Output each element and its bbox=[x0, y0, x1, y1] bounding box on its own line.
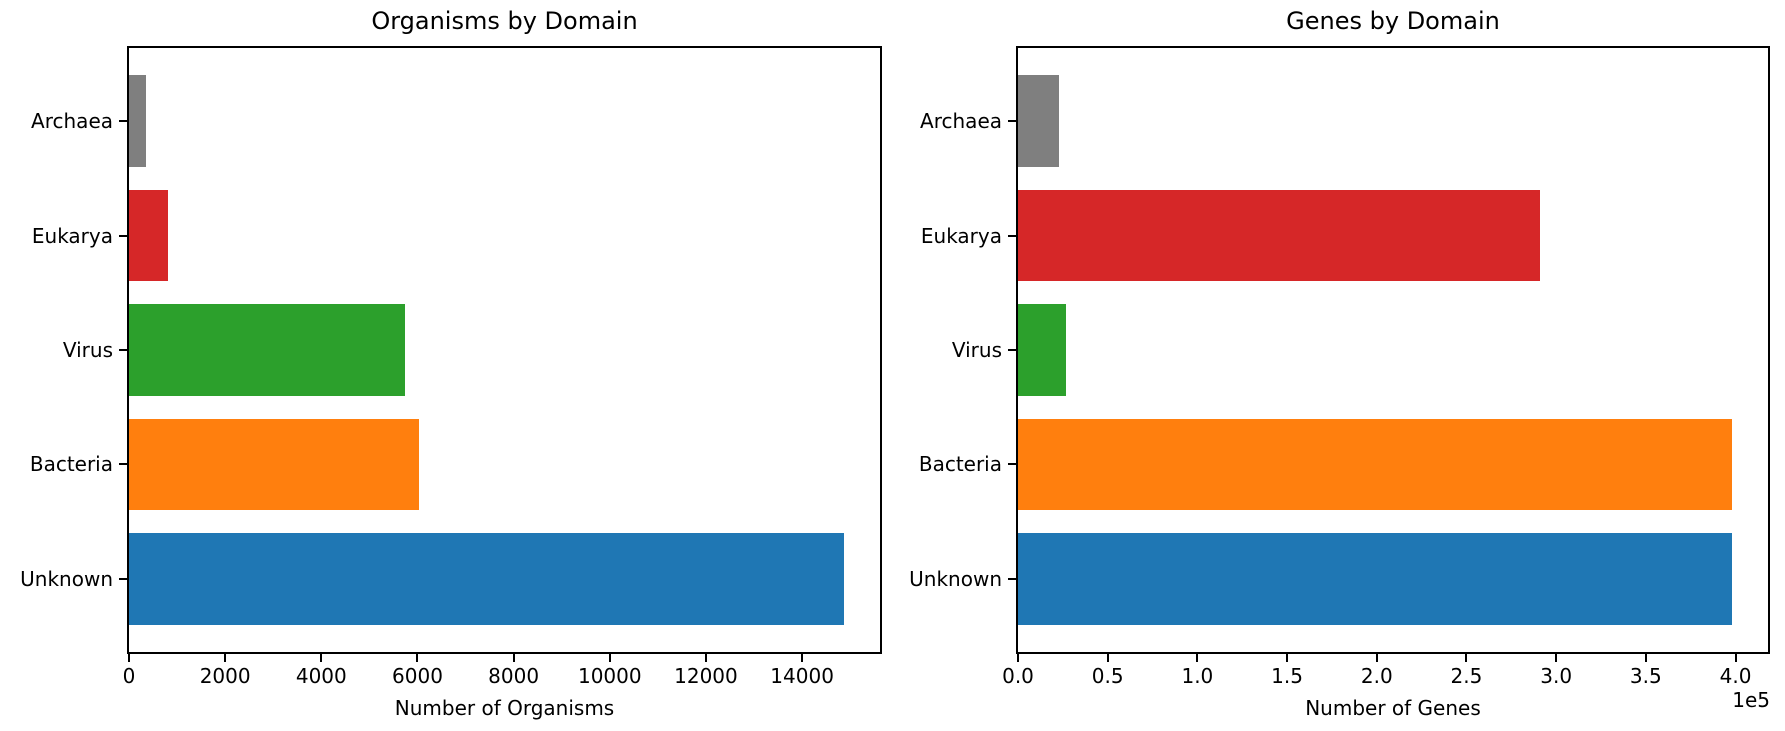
x-tick bbox=[224, 654, 227, 662]
y-tick bbox=[1008, 577, 1016, 580]
y-axis-category-label: Archaea bbox=[31, 109, 113, 134]
x-tick-label: 8000 bbox=[488, 664, 540, 688]
x-tick bbox=[608, 654, 611, 662]
x-tick bbox=[801, 654, 804, 662]
bar-bacteria bbox=[129, 418, 420, 511]
x-tick-label: 3.5 bbox=[1629, 664, 1662, 688]
x-tick-label: 0.5 bbox=[1091, 664, 1124, 688]
bar-archaea bbox=[1018, 75, 1059, 167]
x-tick bbox=[1555, 654, 1558, 662]
x-tick-label: 0.0 bbox=[1002, 664, 1034, 688]
axis-offset-label: 1e5 bbox=[1732, 688, 1770, 712]
x-tick-label: 14000 bbox=[770, 664, 834, 688]
x-tick bbox=[1375, 654, 1378, 662]
y-tick bbox=[1008, 234, 1016, 237]
x-tick-label: 6000 bbox=[392, 664, 443, 688]
x-tick-label: 1.0 bbox=[1181, 664, 1214, 688]
bar-virus bbox=[1018, 304, 1067, 396]
x-tick-label: 3.0 bbox=[1540, 664, 1573, 688]
x-tick bbox=[704, 654, 707, 662]
x-tick bbox=[1644, 654, 1647, 662]
y-axis-category-label: Virus bbox=[62, 338, 113, 362]
x-tick bbox=[128, 654, 130, 662]
x-tick-label: 0 bbox=[122, 664, 136, 688]
x-tick-label: 2.0 bbox=[1360, 664, 1393, 688]
x-tick bbox=[1017, 654, 1019, 662]
y-axis-category-label: Unknown bbox=[20, 566, 113, 591]
bar-unknown bbox=[1018, 533, 1733, 625]
x-tick-label: 1.5 bbox=[1271, 664, 1303, 688]
x-tick-label: 10000 bbox=[577, 664, 642, 688]
chart-title: Genes by Domain bbox=[1286, 7, 1500, 35]
x-tick bbox=[1106, 654, 1109, 662]
y-axis-category-label: Virus bbox=[951, 338, 1002, 362]
x-tick bbox=[320, 654, 323, 662]
bar-bacteria bbox=[1018, 418, 1733, 511]
y-tick bbox=[1008, 120, 1016, 123]
bar-eukarya bbox=[1018, 189, 1540, 282]
bar-eukarya bbox=[129, 189, 168, 282]
x-tick bbox=[1196, 654, 1199, 662]
y-tick bbox=[119, 120, 127, 123]
y-axis-category-label: Bacteria bbox=[29, 452, 113, 477]
y-axis-category-label: Bacteria bbox=[918, 452, 1002, 477]
y-axis-category-label: Archaea bbox=[920, 109, 1002, 134]
x-tick bbox=[1734, 654, 1737, 662]
bar-unknown bbox=[129, 533, 844, 625]
bar-archaea bbox=[129, 75, 147, 167]
x-tick-label: 4.0 bbox=[1719, 664, 1752, 688]
y-tick bbox=[119, 463, 127, 466]
y-axis-category-label: Eukarya bbox=[31, 223, 113, 248]
y-axis-category-label: Eukarya bbox=[920, 223, 1002, 248]
x-tick-label: 12000 bbox=[674, 664, 738, 688]
chart-title: Organisms by Domain bbox=[371, 7, 638, 35]
x-tick-label: 2.5 bbox=[1450, 664, 1483, 688]
x-axis-label: Number of Genes bbox=[1305, 696, 1481, 720]
y-tick bbox=[119, 234, 127, 237]
x-tick-label: 4000 bbox=[295, 664, 347, 688]
y-tick bbox=[119, 349, 127, 351]
y-tick bbox=[119, 577, 127, 580]
y-tick bbox=[1008, 349, 1016, 351]
x-tick bbox=[416, 654, 419, 662]
x-tick-label: 2000 bbox=[199, 664, 251, 688]
bar-virus bbox=[129, 304, 406, 396]
plot-area bbox=[127, 46, 882, 654]
x-tick bbox=[1465, 654, 1468, 662]
x-axis-label: Number of Organisms bbox=[394, 696, 615, 720]
y-tick bbox=[1008, 463, 1016, 466]
y-axis-category-label: Unknown bbox=[909, 566, 1002, 591]
x-tick bbox=[512, 654, 515, 662]
x-tick bbox=[1286, 654, 1289, 662]
plot-area bbox=[1016, 46, 1770, 654]
